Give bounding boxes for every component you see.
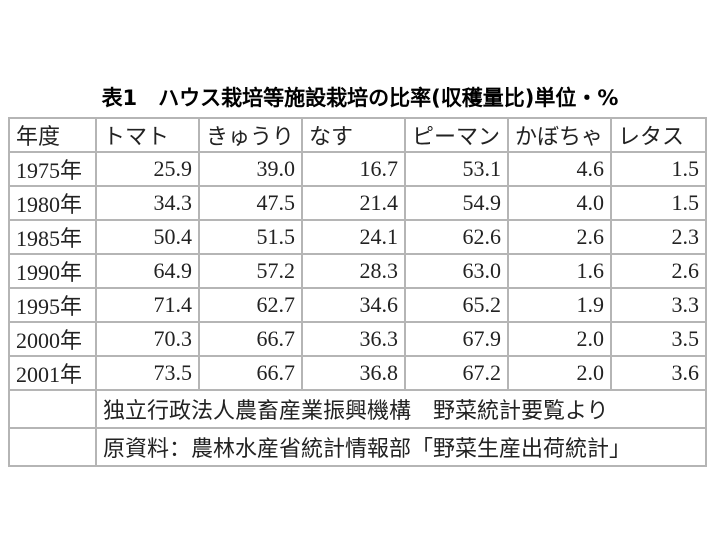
value-cell: 4.6 xyxy=(507,151,612,187)
value-cell: 63.0 xyxy=(404,253,509,289)
value-cell: 3.6 xyxy=(610,355,707,391)
note-cell: 独立行政法人農畜産業振興機構 野菜統計要覧より xyxy=(95,389,707,429)
value-cell: 1.9 xyxy=(507,287,612,323)
value-cell: 2.6 xyxy=(610,253,707,289)
year-cell: 2000年 xyxy=(8,321,97,357)
data-row: 1980年 34.3 47.5 21.4 54.9 4.0 1.5 xyxy=(8,185,707,221)
year-cell: 2001年 xyxy=(8,355,97,391)
note-row: 独立行政法人農畜産業振興機構 野菜統計要覧より xyxy=(8,389,707,429)
value-cell: 1.6 xyxy=(507,253,612,289)
value-cell: 54.9 xyxy=(404,185,509,221)
value-cell: 64.9 xyxy=(95,253,200,289)
empty-cell xyxy=(8,389,97,429)
value-cell: 70.3 xyxy=(95,321,200,357)
year-cell: 1975年 xyxy=(8,151,97,187)
data-row: 1985年 50.4 51.5 24.1 62.6 2.6 2.3 xyxy=(8,219,707,255)
header-cell: トマト xyxy=(95,117,200,153)
data-row: 1995年 71.4 62.7 34.6 65.2 1.9 3.3 xyxy=(8,287,707,323)
value-cell: 1.5 xyxy=(610,185,707,221)
value-cell: 50.4 xyxy=(95,219,200,255)
header-cell: ピーマン xyxy=(404,117,509,153)
value-cell: 66.7 xyxy=(198,355,303,391)
value-cell: 25.9 xyxy=(95,151,200,187)
value-cell: 16.7 xyxy=(301,151,406,187)
value-cell: 67.9 xyxy=(404,321,509,357)
header-cell: レタス xyxy=(610,117,707,153)
value-cell: 71.4 xyxy=(95,287,200,323)
value-cell: 57.2 xyxy=(198,253,303,289)
value-cell: 2.0 xyxy=(507,355,612,391)
data-row: 1975年 25.9 39.0 16.7 53.1 4.6 1.5 xyxy=(8,151,707,187)
value-cell: 39.0 xyxy=(198,151,303,187)
empty-cell xyxy=(8,427,97,467)
value-cell: 73.5 xyxy=(95,355,200,391)
year-cell: 1990年 xyxy=(8,253,97,289)
value-cell: 34.3 xyxy=(95,185,200,221)
value-cell: 2.6 xyxy=(507,219,612,255)
note-row: 原資料：農林水産省統計情報部「野菜生産出荷統計」 xyxy=(8,427,707,467)
data-row: 2000年 70.3 66.7 36.3 67.9 2.0 3.5 xyxy=(8,321,707,357)
table-body: 年度 トマト きゅうり なす ピーマン かぼちゃ レタス 1975年 25.9 39.0 16.7 5… xyxy=(8,117,707,467)
value-cell: 62.6 xyxy=(404,219,509,255)
data-table: 年度 トマト きゅうり なす ピーマン かぼちゃ レタス 1975年 25.9 39.0 16.7 5… xyxy=(8,117,707,467)
header-row: 年度 トマト きゅうり なす ピーマン かぼちゃ レタス xyxy=(8,117,707,153)
value-cell: 62.7 xyxy=(198,287,303,323)
value-cell: 2.3 xyxy=(610,219,707,255)
value-cell: 66.7 xyxy=(198,321,303,357)
value-cell: 67.2 xyxy=(404,355,509,391)
value-cell: 53.1 xyxy=(404,151,509,187)
value-cell: 47.5 xyxy=(198,185,303,221)
year-cell: 1980年 xyxy=(8,185,97,221)
value-cell: 36.8 xyxy=(301,355,406,391)
note-cell: 原資料：農林水産省統計情報部「野菜生産出荷統計」 xyxy=(95,427,707,467)
value-cell: 65.2 xyxy=(404,287,509,323)
header-cell: かぼちゃ xyxy=(507,117,612,153)
data-row: 1990年 64.9 57.2 28.3 63.0 1.6 2.6 xyxy=(8,253,707,289)
value-cell: 51.5 xyxy=(198,219,303,255)
value-cell: 3.3 xyxy=(610,287,707,323)
table-title: 表1 ハウス栽培等施設栽培の比率(収穫量比)単位・% xyxy=(101,86,619,110)
data-row: 2001年 73.5 66.7 36.8 67.2 2.0 3.6 xyxy=(8,355,707,391)
value-cell: 34.6 xyxy=(301,287,406,323)
value-cell: 4.0 xyxy=(507,185,612,221)
header-cell: きゅうり xyxy=(198,117,303,153)
year-cell: 1995年 xyxy=(8,287,97,323)
value-cell: 28.3 xyxy=(301,253,406,289)
value-cell: 24.1 xyxy=(301,219,406,255)
value-cell: 21.4 xyxy=(301,185,406,221)
year-cell: 1985年 xyxy=(8,219,97,255)
value-cell: 1.5 xyxy=(610,151,707,187)
value-cell: 3.5 xyxy=(610,321,707,357)
value-cell: 2.0 xyxy=(507,321,612,357)
header-cell: 年度 xyxy=(8,117,97,153)
value-cell: 36.3 xyxy=(301,321,406,357)
header-cell: なす xyxy=(301,117,406,153)
